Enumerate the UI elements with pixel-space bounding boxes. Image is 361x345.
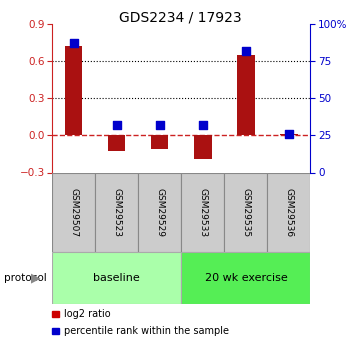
Text: GSM29523: GSM29523 (112, 188, 121, 237)
Bar (138, 172, 181, 252)
Text: baseline: baseline (93, 273, 140, 283)
Bar (151, 135, 169, 149)
Bar (194, 135, 212, 159)
Text: GSM29533: GSM29533 (199, 188, 208, 237)
Text: GDS2234 / 17923: GDS2234 / 17923 (119, 10, 242, 24)
Text: log2 ratio: log2 ratio (64, 309, 110, 319)
Bar (52, 172, 95, 252)
Bar (237, 55, 255, 135)
Bar (52, 252, 182, 304)
Text: GSM29529: GSM29529 (155, 188, 164, 237)
Point (286, 131, 292, 137)
Text: percentile rank within the sample: percentile rank within the sample (64, 326, 229, 336)
Text: ▶: ▶ (31, 271, 40, 284)
Text: GSM29507: GSM29507 (69, 188, 78, 237)
Text: protocol: protocol (4, 273, 46, 283)
Bar (225, 172, 268, 252)
Bar (280, 134, 297, 135)
Bar (268, 172, 310, 252)
Bar (181, 252, 310, 304)
Point (114, 122, 120, 128)
Bar (95, 172, 138, 252)
Text: GSM29536: GSM29536 (284, 188, 293, 237)
Bar (181, 172, 225, 252)
Text: GSM29535: GSM29535 (242, 188, 251, 237)
Point (157, 122, 163, 128)
Point (243, 48, 249, 53)
Bar (65, 46, 82, 135)
Text: 20 wk exercise: 20 wk exercise (205, 273, 287, 283)
Bar (108, 135, 126, 151)
Point (71, 41, 77, 46)
Point (200, 122, 206, 128)
